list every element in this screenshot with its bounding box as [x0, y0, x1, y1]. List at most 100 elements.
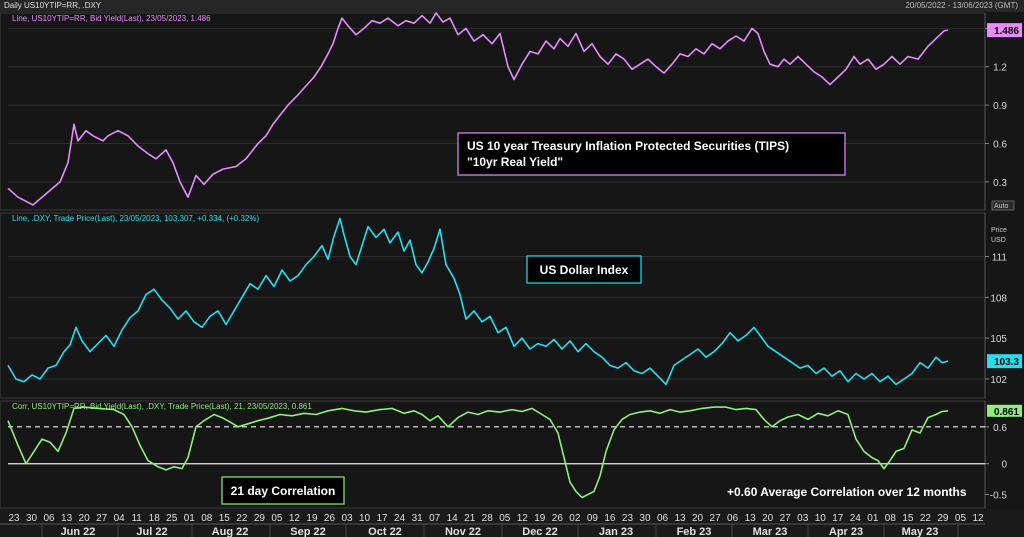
last-value-label: 1.486 [994, 26, 1019, 37]
x-day-label: 08 [885, 513, 897, 524]
x-month-label: Feb 23 [677, 526, 712, 537]
y-tick-label: 108 [990, 293, 1007, 304]
x-day-label: 22 [236, 513, 248, 524]
x-day-label: 19 [534, 513, 546, 524]
chart-title: Daily US10YTIP=RR, .DXY [4, 1, 102, 10]
x-day-label: 19 [306, 513, 318, 524]
last-value-tag [987, 354, 1022, 369]
x-day-label: 17 [377, 513, 389, 524]
x-day-label: 20 [79, 513, 91, 524]
x-day-label: 11 [131, 513, 142, 524]
x-day-label: 09 [587, 513, 599, 524]
y-tick-label: 0 [1001, 460, 1007, 471]
x-day-label: 07 [429, 513, 441, 524]
x-day-label: 12 [289, 513, 301, 524]
x-axis-band [0, 509, 1024, 537]
panel-title: Corr, US10YTIP=RR, Bid Yield(Last), .DXY… [12, 402, 312, 411]
panel-title: Line, US10YTIP=RR, Bid Yield(Last), 23/0… [12, 14, 211, 23]
y-tick-label: 0.9 [993, 101, 1007, 112]
x-day-label: 03 [341, 513, 353, 524]
last-value-tag [987, 23, 1022, 38]
annotation-text: US Dollar Index [540, 263, 629, 277]
x-day-label: 02 [569, 513, 581, 524]
x-month-label: Dec 22 [522, 526, 557, 537]
y-tick-label: 102 [990, 375, 1007, 386]
x-day-label: 05 [955, 513, 967, 524]
x-day-label: 20 [762, 513, 774, 524]
x-day-label: 06 [727, 513, 739, 524]
x-day-label: 28 [482, 513, 494, 524]
y-tick-label: 105 [990, 334, 1007, 345]
x-month-label: Jun 22 [61, 526, 96, 537]
x-day-label: 20 [692, 513, 704, 524]
x-month-label: May 23 [902, 526, 939, 537]
x-day-label: 22 [920, 513, 932, 524]
x-day-label: 24 [850, 513, 862, 524]
x-day-label: 08 [201, 513, 213, 524]
y-tick-label: 1.2 [993, 63, 1007, 74]
x-month-label: Apr 23 [829, 526, 863, 537]
x-month-label: Jan 23 [599, 526, 633, 537]
x-day-label: 30 [639, 513, 651, 524]
x-day-label: 13 [745, 513, 757, 524]
annotation-text: US 10 year Treasury Inflation Protected … [467, 139, 789, 153]
auto-scale-label: Auto [994, 203, 1009, 210]
x-day-label: 27 [96, 513, 108, 524]
x-day-label: 17 [832, 513, 844, 524]
x-day-label: 27 [780, 513, 792, 524]
x-day-label: 29 [254, 513, 266, 524]
x-day-label: 25 [166, 513, 178, 524]
y-tick-label: -0.5 [990, 490, 1008, 501]
y-tick-label: 111 [992, 253, 1008, 264]
x-day-label: 14 [447, 513, 459, 524]
plot-background [0, 12, 1024, 509]
chart-header-bar: Daily US10YTIP=RR, .DXY 20/05/2022 - 13/… [0, 0, 1024, 12]
x-day-label: 01 [184, 513, 196, 524]
x-day-label: 30 [26, 513, 38, 524]
x-day-label: 23 [622, 513, 634, 524]
auto-scale-button [991, 200, 1015, 211]
last-value-label: 103.3 [994, 357, 1019, 368]
x-month-label: Jul 22 [136, 526, 167, 537]
x-day-label: 13 [61, 513, 73, 524]
x-day-label: 21 [464, 513, 476, 524]
x-day-label: 01 [867, 513, 879, 524]
annotation-text: "10yr Real Yield" [467, 155, 563, 169]
x-day-label: 27 [710, 513, 722, 524]
axis-unit-label: Price [991, 227, 1007, 234]
x-day-label: 31 [412, 513, 424, 524]
last-value-tag [987, 404, 1022, 417]
x-day-label: 06 [657, 513, 669, 524]
x-day-label: 24 [394, 513, 406, 524]
x-day-label: 23 [8, 513, 20, 524]
x-day-label: 13 [674, 513, 686, 524]
y-tick-label: 0.6 [993, 139, 1007, 150]
date-range: 20/05/2022 - 13/06/2023 (GMT) [905, 1, 1018, 10]
x-day-label: 26 [552, 513, 564, 524]
x-day-label: 06 [43, 513, 55, 524]
series-line [7, 406, 949, 499]
x-month-label: Mar 23 [753, 526, 788, 537]
series-line [7, 12, 949, 206]
x-month-label: Nov 22 [445, 526, 481, 537]
y-tick-label: 0.3 [993, 178, 1007, 189]
x-day-label: 05 [271, 513, 283, 524]
annotation-box [221, 476, 345, 505]
x-day-label: 29 [937, 513, 949, 524]
panel-title: Line, .DXY, Trade Price(Last), 23/05/202… [12, 214, 259, 223]
average-correlation-note: +0.60 Average Correlation over 12 months [727, 485, 967, 499]
x-day-label: 16 [604, 513, 616, 524]
x-day-label: 10 [359, 513, 371, 524]
x-day-label: 03 [797, 513, 809, 524]
annotation-text: 21 day Correlation [231, 484, 336, 498]
x-month-label: Sep 22 [290, 526, 325, 537]
y-tick-label: 0.6 [993, 423, 1007, 434]
x-day-label: 18 [149, 513, 161, 524]
axis-unit-label: USD [991, 237, 1006, 244]
x-day-label: 15 [219, 513, 231, 524]
x-day-label: 12 [517, 513, 529, 524]
x-day-label: 12 [972, 513, 984, 524]
annotation-box [526, 255, 642, 284]
x-day-label: 05 [499, 513, 511, 524]
